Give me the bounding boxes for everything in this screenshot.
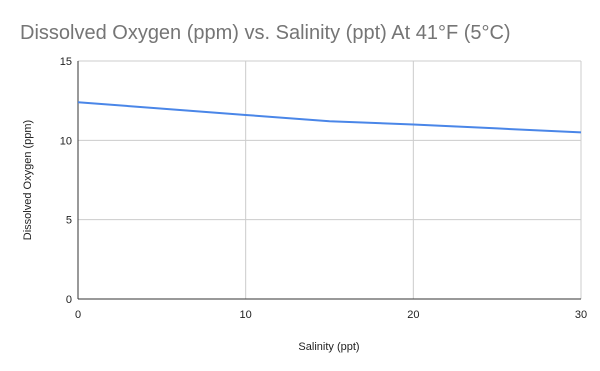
data-line (77, 101, 582, 134)
y-tick-label: 0 (66, 294, 72, 306)
y-tick-label: 10 (60, 135, 72, 147)
x-tick-label: 30 (575, 309, 587, 321)
x-axis-label: Salinity (ppt) (298, 341, 359, 353)
y-axis-label: Dissolved Oxygen (ppm) (22, 120, 34, 240)
chart-title: Dissolved Oxygen (ppm) vs. Salinity (ppt… (20, 22, 511, 44)
y-tick-label: 5 (66, 215, 72, 227)
x-tick-label: 0 (75, 309, 81, 321)
x-tick-label: 10 (240, 309, 252, 321)
y-tick-label: 15 (60, 56, 72, 68)
x-tick-label: 20 (407, 309, 419, 321)
